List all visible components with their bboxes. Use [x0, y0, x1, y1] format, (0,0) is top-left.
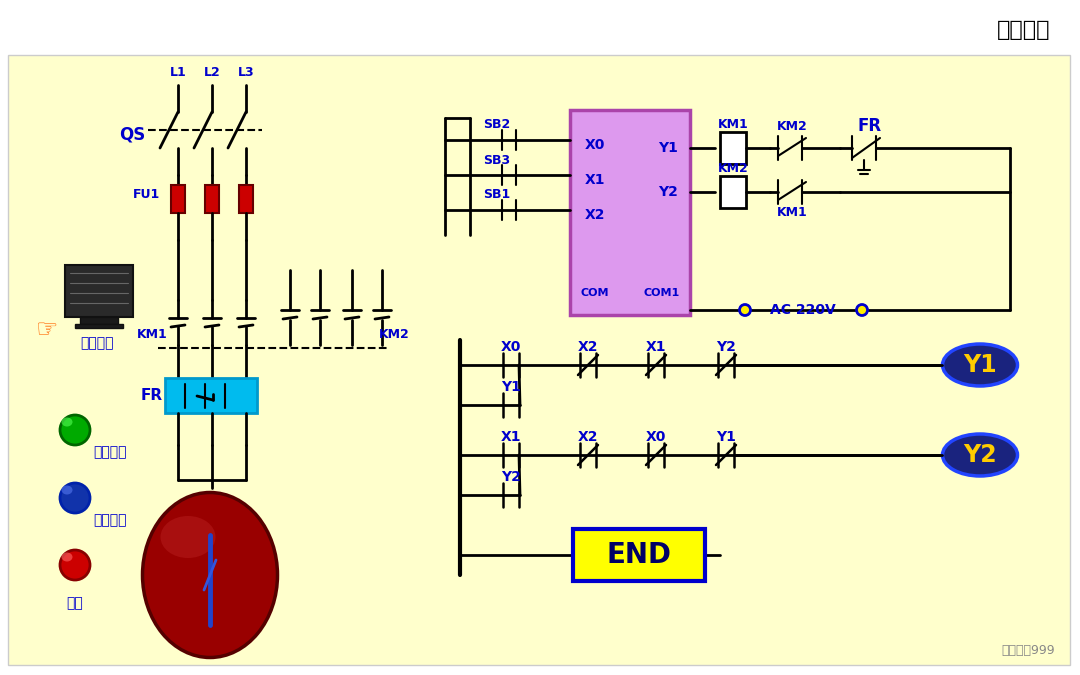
Text: Y2: Y2	[716, 340, 735, 354]
Text: X1: X1	[646, 340, 666, 354]
Bar	[573, 529, 705, 581]
Text: Y2: Y2	[501, 470, 521, 484]
Text: X2: X2	[578, 430, 598, 444]
Text: X0: X0	[646, 430, 666, 444]
Bar	[75, 324, 123, 328]
Text: 正向启动: 正向启动	[93, 445, 126, 459]
Bar	[570, 110, 690, 315]
Text: 动画演示: 动画演示	[997, 20, 1050, 40]
Ellipse shape	[943, 344, 1017, 386]
Ellipse shape	[62, 485, 72, 495]
Text: Y1: Y1	[658, 141, 678, 155]
Ellipse shape	[740, 304, 751, 315]
Text: COM1: COM1	[644, 288, 680, 298]
Text: 电气之家999: 电气之家999	[1001, 643, 1055, 657]
Bar	[239, 185, 253, 213]
Text: FR: FR	[140, 387, 163, 402]
Text: X1: X1	[501, 430, 522, 444]
Text: ☞: ☞	[36, 318, 58, 342]
Ellipse shape	[60, 483, 90, 513]
Text: END: END	[607, 541, 672, 569]
Ellipse shape	[62, 418, 72, 427]
Text: KM1: KM1	[137, 329, 167, 342]
Ellipse shape	[60, 550, 90, 580]
Bar	[720, 132, 746, 164]
Text: 反向启动: 反向启动	[93, 513, 126, 527]
Text: FR: FR	[858, 117, 882, 135]
Text: KM2: KM2	[717, 161, 748, 175]
Ellipse shape	[943, 434, 1017, 476]
Text: L1: L1	[170, 67, 187, 80]
Ellipse shape	[856, 304, 867, 315]
Ellipse shape	[60, 415, 90, 445]
Text: X2: X2	[584, 208, 605, 222]
Text: Y1: Y1	[501, 380, 521, 394]
Text: KM2: KM2	[379, 329, 409, 342]
Bar	[205, 185, 219, 213]
Text: X0: X0	[584, 138, 605, 152]
Text: X2: X2	[578, 340, 598, 354]
Text: KM2: KM2	[777, 119, 808, 132]
Bar	[80, 317, 118, 324]
Text: 电源开关: 电源开关	[80, 336, 113, 350]
Ellipse shape	[143, 493, 278, 657]
Bar	[165, 378, 257, 413]
Ellipse shape	[62, 553, 72, 562]
Text: Y2: Y2	[658, 185, 678, 199]
Ellipse shape	[161, 516, 216, 558]
Bar	[65, 265, 133, 317]
Text: QS: QS	[119, 126, 145, 144]
Text: Y1: Y1	[963, 353, 997, 377]
Text: COM: COM	[581, 288, 609, 298]
Text: SB3: SB3	[484, 153, 511, 167]
Text: X0: X0	[501, 340, 522, 354]
Text: FU1: FU1	[133, 188, 161, 202]
Text: L3: L3	[238, 67, 254, 80]
Text: Y2: Y2	[963, 443, 997, 467]
Text: L2: L2	[204, 67, 220, 80]
Text: Y1: Y1	[716, 430, 735, 444]
Text: KM1: KM1	[777, 205, 808, 219]
Text: KM1: KM1	[717, 117, 748, 130]
Text: SB1: SB1	[484, 188, 511, 202]
Bar	[720, 176, 746, 208]
Text: SB2: SB2	[484, 119, 511, 132]
Bar	[171, 185, 185, 213]
Text: X1: X1	[584, 173, 605, 187]
Text: AC 220V: AC 220V	[770, 303, 836, 317]
Text: 停止: 停止	[67, 596, 83, 610]
